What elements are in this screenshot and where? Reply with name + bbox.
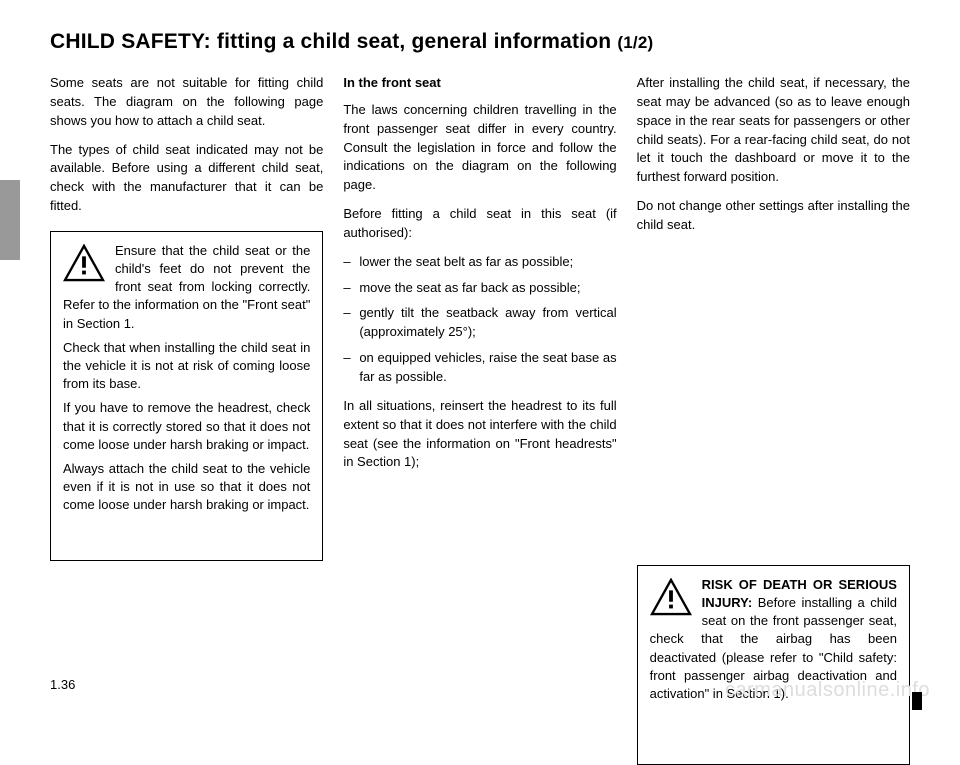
column-2: In the front seat The laws concerning ch… (343, 74, 616, 765)
bullet-item: on equipped vehicles, raise the seat bas… (343, 349, 616, 387)
manual-page: CHILD SAFETY: fitting a child seat, gene… (0, 0, 960, 710)
bullet-item: move the seat as far back as possible; (343, 279, 616, 298)
col1-para1: Some seats are not suitable for fitting … (50, 74, 323, 131)
col2-para3: In all situations, reinsert the headrest… (343, 397, 616, 472)
box1-p4: Always attach the child seat to the vehi… (63, 460, 310, 515)
col2-para2: Before fitting a child seat in this seat… (343, 205, 616, 243)
col2-bullets: lower the seat belt as far as possible; … (343, 253, 616, 387)
col2-heading: In the front seat (343, 74, 616, 93)
col1-para2: The types of child seat indicated may no… (50, 141, 323, 216)
column-3: After installing the child seat, if nece… (637, 74, 910, 765)
bullet-item: lower the seat belt as far as possible; (343, 253, 616, 272)
column-1: Some seats are not suitable for fitting … (50, 74, 323, 765)
page-title: CHILD SAFETY: fitting a child seat, gene… (50, 30, 910, 54)
col3-para1: After installing the child seat, if nece… (637, 74, 910, 187)
warning-triangle-icon (650, 578, 692, 616)
page-number: 1.36 (50, 677, 75, 692)
bullet-item: gently tilt the seatback away from verti… (343, 304, 616, 342)
warning-box-2: RISK OF DEATH OR SERIOUS INJURY: Before … (637, 565, 910, 765)
col2-para1: The laws concerning children travelling … (343, 101, 616, 195)
box1-p2: Check that when installing the child sea… (63, 339, 310, 394)
box1-p3: If you have to remove the headrest, chec… (63, 399, 310, 454)
title-part: (1/2) (617, 33, 653, 52)
watermark-text: carmanualsonline.info (725, 679, 930, 702)
warning-triangle-icon (63, 244, 105, 282)
warning-box-1: Ensure that the child seat or the child'… (50, 231, 323, 561)
col3-para2: Do not change other settings after insta… (637, 197, 910, 235)
thumb-index-marker (912, 692, 922, 710)
section-tab (0, 180, 20, 260)
title-main: CHILD SAFETY: fitting a child seat, gene… (50, 30, 611, 53)
content-columns: Some seats are not suitable for fitting … (50, 74, 910, 765)
